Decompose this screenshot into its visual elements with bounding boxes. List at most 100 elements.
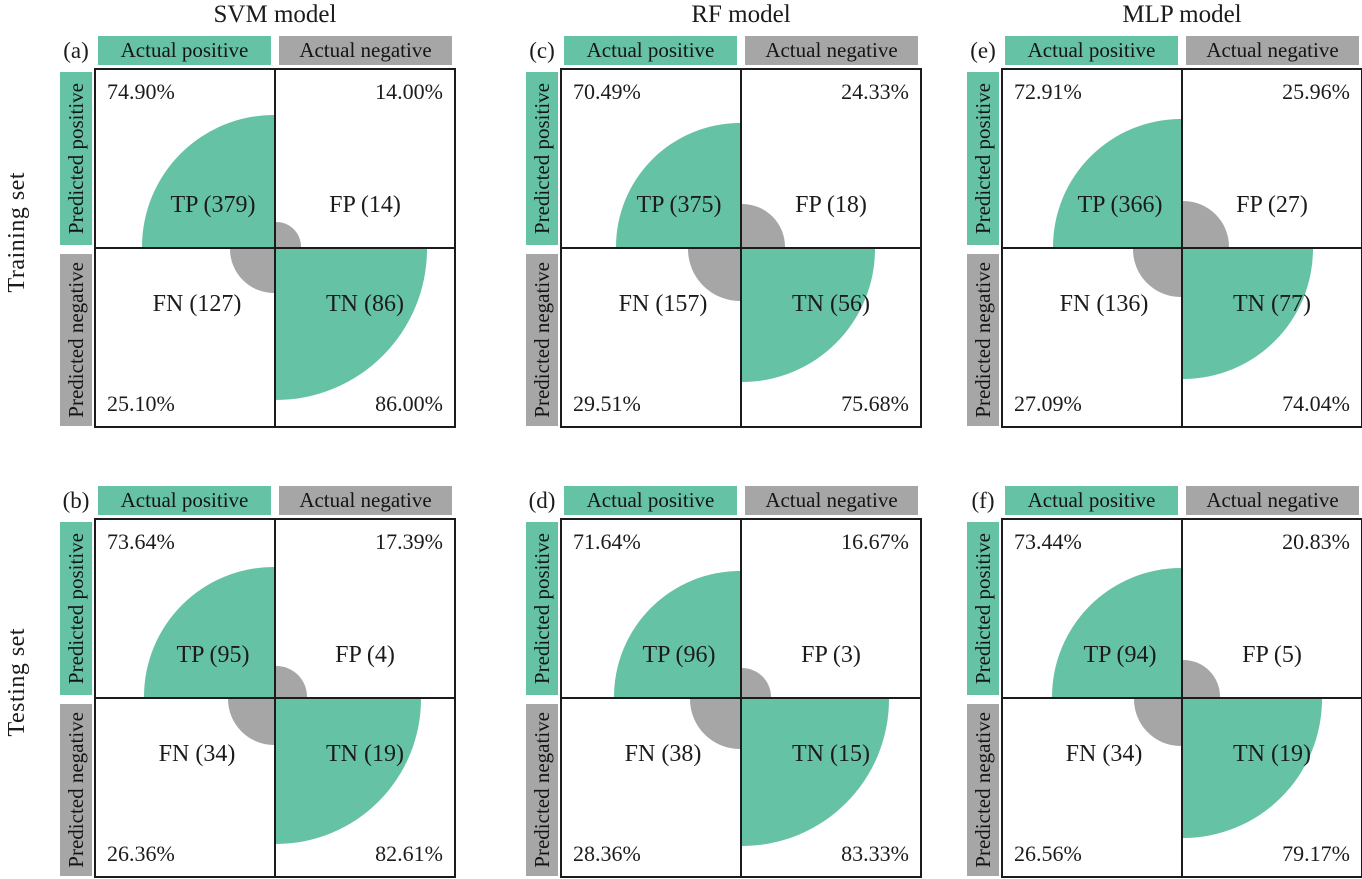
fp-percentage: 24.33%	[841, 79, 909, 104]
predicted-positive-label: Predicted positive	[967, 72, 999, 245]
tn-count: TN (86)	[326, 291, 404, 318]
title-mlp-model: MLP model	[1122, 1, 1242, 28]
panel-header: (c) Actual positive Actual negative	[524, 36, 922, 65]
fn-count: FN (34)	[158, 741, 236, 768]
fn-percentage: 25.10%	[107, 391, 175, 416]
panel-c-rf-training: (c) Actual positive Actual negative Pred…	[524, 36, 922, 428]
panel-tag: (e)	[970, 37, 996, 63]
fp-count: FP (4)	[335, 642, 395, 669]
predicted-negative-label: Predicted negative	[60, 703, 92, 876]
panel-header: (a) Actual positive Actual negative	[58, 36, 456, 65]
tp-quarter-circle	[1051, 567, 1181, 697]
actual-negative-header: Actual negative	[1186, 36, 1359, 65]
tp-cell: 71.64% TP (96)	[562, 520, 741, 698]
actual-positive-header: Actual positive	[1005, 36, 1178, 65]
fn-percentage: 28.36%	[573, 841, 641, 866]
actual-negative-header: Actual negative	[745, 36, 918, 65]
tn-percentage: 86.00%	[375, 391, 443, 416]
tp-percentage: 71.64%	[573, 529, 641, 554]
testing-set-label: Testing set	[3, 627, 30, 737]
tp-quarter-circle	[615, 122, 740, 247]
tn-cell: 79.17% TN (19)	[1182, 698, 1361, 876]
panel-body: Predicted positive Predicted negative 70…	[524, 68, 922, 428]
tp-percentage: 74.90%	[107, 79, 175, 104]
tp-quarter-circle	[142, 115, 274, 247]
actual-negative-header: Actual negative	[1186, 486, 1359, 515]
fn-percentage: 26.36%	[107, 841, 175, 866]
tp-quarter-circle	[613, 570, 740, 697]
fp-count: FP (18)	[795, 192, 867, 219]
fn-cell: 28.36% FN (38)	[562, 698, 741, 876]
tp-percentage: 73.64%	[107, 529, 175, 554]
actual-positive-header: Actual positive	[564, 36, 737, 65]
testing-set-label-col: Testing set	[2, 486, 32, 878]
fn-quarter-circle	[227, 699, 274, 746]
panel-body: Predicted positive Predicted negative 72…	[965, 68, 1362, 428]
predicted-negative-label: Predicted negative	[60, 253, 92, 426]
fn-percentage: 29.51%	[573, 391, 641, 416]
tp-cell: 74.90% TP (379)	[96, 70, 275, 248]
fn-count: FN (157)	[618, 291, 708, 318]
panel-tag: (c)	[529, 37, 555, 63]
training-set-label: Training set	[3, 171, 30, 293]
predicted-negative-text: Predicted negative	[63, 261, 88, 418]
fn-quarter-circle	[1134, 699, 1181, 746]
fn-quarter-circle	[229, 249, 274, 294]
predicted-negative-text: Predicted negative	[529, 711, 554, 868]
predicted-positive-label: Predicted positive	[526, 72, 558, 245]
tp-cell: 73.64% TP (95)	[96, 520, 275, 698]
fn-quarter-circle	[1133, 249, 1181, 297]
actual-positive-header: Actual positive	[98, 36, 271, 65]
row-labels: Predicted positive Predicted negative	[58, 518, 94, 878]
fn-count: FN (136)	[1059, 291, 1149, 318]
predicted-positive-text: Predicted positive	[529, 82, 554, 234]
tp-percentage: 72.91%	[1014, 79, 1082, 104]
fp-count: FP (27)	[1236, 192, 1308, 219]
fp-percentage: 16.67%	[841, 529, 909, 554]
tn-percentage: 82.61%	[375, 841, 443, 866]
fp-percentage: 14.00%	[375, 79, 443, 104]
fp-cell: 25.96% FP (27)	[1182, 70, 1361, 248]
fn-count: FN (127)	[152, 291, 242, 318]
fp-cell: 17.39% FP (4)	[275, 520, 454, 698]
confusion-matrix: 72.91% TP (366) 25.96% FP (27) 27.09% FN…	[1001, 68, 1362, 428]
tp-percentage: 70.49%	[573, 79, 641, 104]
actual-positive-header: Actual positive	[1005, 486, 1178, 515]
confusion-matrix: 70.49% TP (375) 24.33% FP (18) 29.51% FN…	[560, 68, 922, 428]
predicted-positive-text: Predicted positive	[970, 532, 995, 684]
training-row: Training set (a) Actual positive Actual …	[2, 36, 1362, 428]
testing-row: Testing set (b) Actual positive Actual n…	[2, 486, 1362, 878]
confusion-matrix: 74.90% TP (379) 14.00% FP (14) 25.10% FN…	[94, 68, 456, 428]
tn-count: TN (77)	[1233, 291, 1311, 318]
confusion-matrix: 71.64% TP (96) 16.67% FP (3) 28.36% FN (…	[560, 518, 922, 878]
fn-percentage: 26.56%	[1014, 841, 1082, 866]
actual-positive-header: Actual positive	[98, 486, 271, 515]
panel-d-rf-testing: (d) Actual positive Actual negative Pred…	[524, 486, 922, 878]
predicted-negative-label: Predicted negative	[967, 253, 999, 426]
title-svm-model: SVM model	[213, 1, 337, 28]
panel-tag: (d)	[528, 487, 556, 513]
tn-percentage: 74.04%	[1282, 391, 1350, 416]
model-titles-row: SVM model RF model MLP model	[2, 2, 1362, 28]
actual-negative-header: Actual negative	[279, 36, 452, 65]
panel-body: Predicted positive Predicted negative 74…	[58, 68, 456, 428]
tn-quarter-circle	[1183, 699, 1323, 839]
fn-cell: 26.36% FN (34)	[96, 698, 275, 876]
predicted-negative-text: Predicted negative	[529, 261, 554, 418]
predicted-negative-label: Predicted negative	[526, 703, 558, 876]
tp-count: TP (94)	[1083, 642, 1157, 669]
tp-quarter-circle	[144, 567, 274, 697]
tn-count: TN (15)	[792, 741, 870, 768]
panel-tag: (f)	[971, 487, 995, 513]
fn-count: FN (34)	[1065, 741, 1143, 768]
panel-body: Predicted positive Predicted negative 71…	[524, 518, 922, 878]
tp-cell: 70.49% TP (375)	[562, 70, 741, 248]
fn-percentage: 27.09%	[1014, 391, 1082, 416]
fn-cell: 26.56% FN (34)	[1003, 698, 1182, 876]
predicted-positive-label: Predicted positive	[60, 72, 92, 245]
predicted-positive-text: Predicted positive	[529, 532, 554, 684]
confusion-matrix: 73.44% TP (94) 20.83% FP (5) 26.56% FN (…	[1001, 518, 1362, 878]
panel-b-svm-testing: (b) Actual positive Actual negative Pred…	[58, 486, 456, 878]
fp-percentage: 17.39%	[375, 529, 443, 554]
